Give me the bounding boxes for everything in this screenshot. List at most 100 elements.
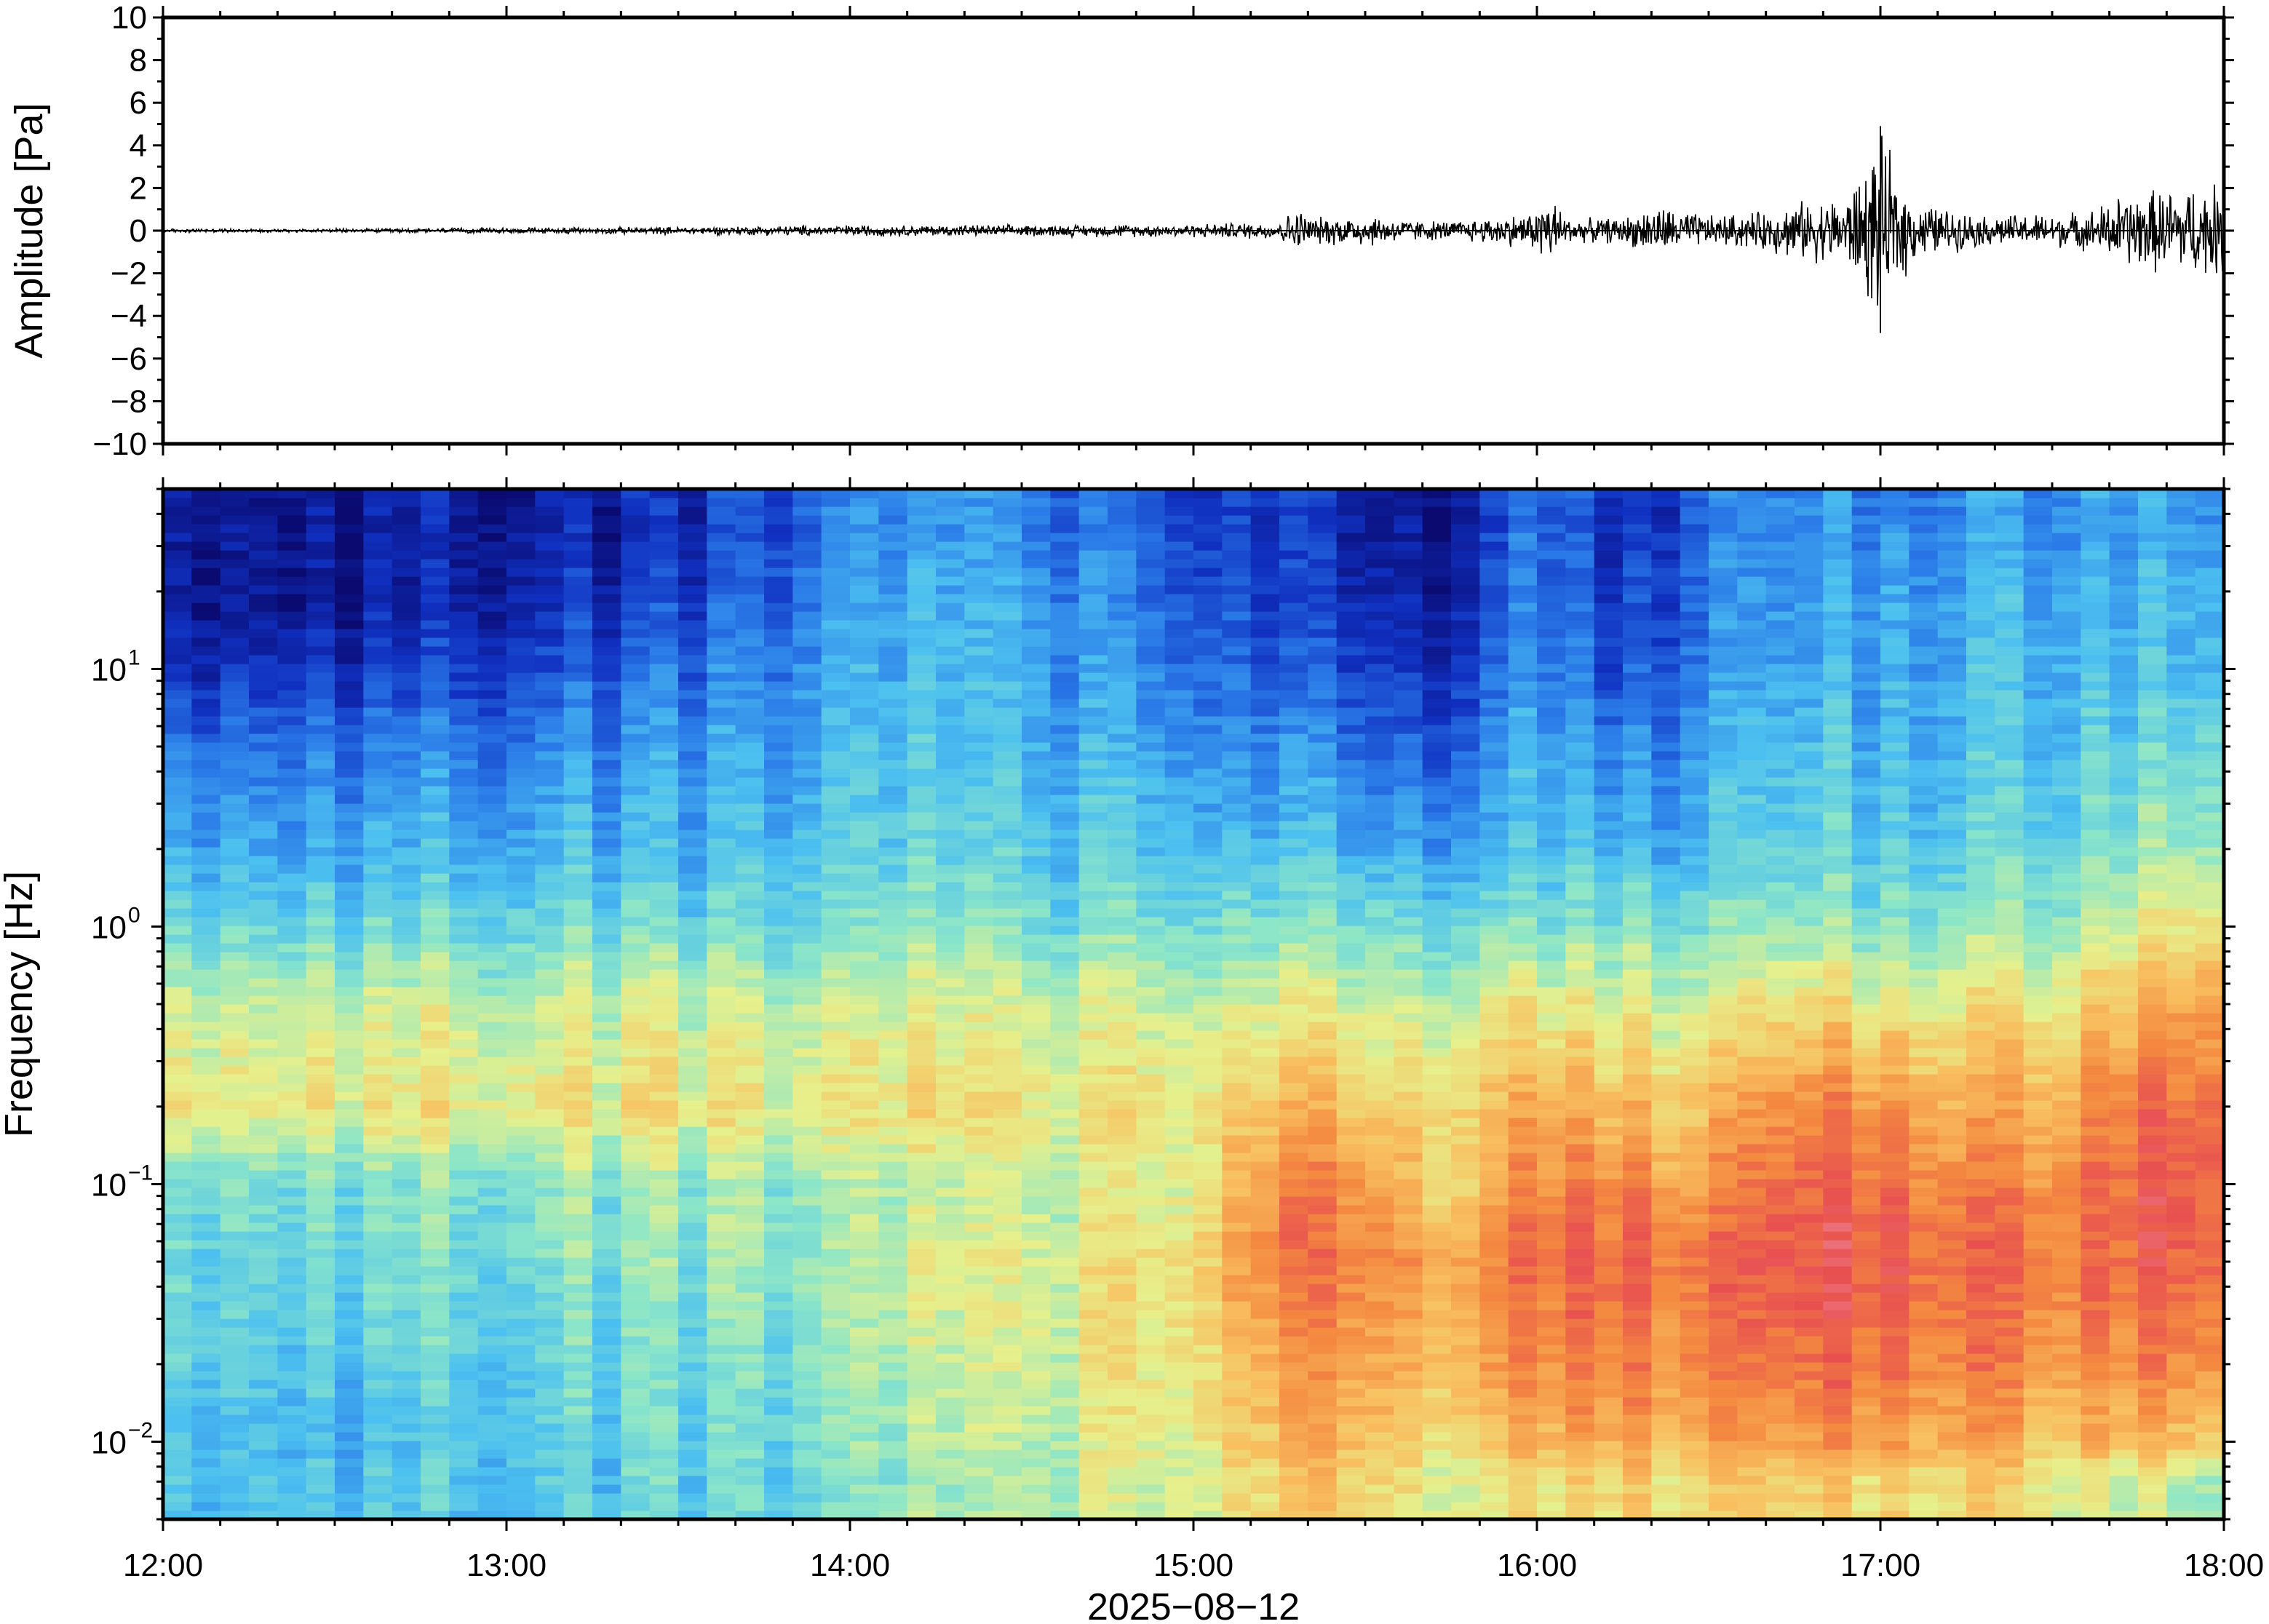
x-axis-date-label: 2025−08−12 [1087, 1586, 1300, 1624]
spectrogram-y-tick-label: 10 [91, 652, 127, 688]
spectrogram-column [1537, 489, 1566, 1519]
spectrogram-column [621, 489, 651, 1519]
x-tick-label: 15:00 [1153, 1548, 1233, 1583]
spectrogram-column [1365, 489, 1394, 1519]
spectrogram-column [649, 489, 679, 1519]
spectrogram-y-tick-exponent: −1 [128, 1161, 153, 1185]
spectrogram-column [1451, 489, 1480, 1519]
spectrogram-column [1995, 489, 2024, 1519]
spectrogram-column [993, 489, 1022, 1519]
spectrogram-column [1422, 489, 1452, 1519]
waveform-trace [163, 126, 2224, 333]
x-tick-label: 14:00 [810, 1548, 890, 1583]
waveform-y-tick-label: 6 [130, 85, 147, 121]
waveform-y-tick-label: 4 [130, 128, 147, 164]
spectrogram-column [764, 489, 793, 1519]
spectrogram-column [592, 489, 621, 1519]
waveform-y-ticks: 10 8 6 4 2 0 −2 −4 −6 −8 −10 [92, 0, 2234, 462]
spectrogram-column [1651, 489, 1681, 1519]
spectrogram-column [2081, 489, 2110, 1519]
waveform-y-tick-label: −2 [111, 256, 147, 292]
spectrogram-y-tick-label: 10 [91, 909, 127, 945]
spectrogram-column [792, 489, 822, 1519]
spectrogram-column [1394, 489, 1423, 1519]
time-x-ticks: 12:00 13:00 14:00 15:00 16:00 17:00 18:00 [123, 6, 2264, 1583]
x-tick-label: 12:00 [123, 1548, 203, 1583]
spectrogram-column [821, 489, 851, 1519]
spectrogram-y-tick-exponent: 1 [128, 645, 140, 669]
spectrogram-y-tick-exponent: 0 [128, 903, 140, 927]
spectrogram-column [1164, 489, 1194, 1519]
spectrogram-column [449, 489, 479, 1519]
spectrogram-y-tick-label: 10 [91, 1167, 127, 1203]
waveform-y-tick-label: 2 [130, 170, 147, 206]
waveform-y-tick-label: 8 [130, 43, 147, 79]
waveform-y-tick-label: 10 [111, 0, 147, 36]
spectrogram-column [1623, 489, 1652, 1519]
spectrogram-column [249, 489, 278, 1519]
spectrogram-column [1108, 489, 1137, 1519]
spectrogram-column [1709, 489, 1738, 1519]
spectrogram-column [850, 489, 879, 1519]
spectrogram-column [964, 489, 994, 1519]
spectrogram-column [2052, 489, 2081, 1519]
spectrogram-column [1823, 489, 1853, 1519]
spectrogram-column [1050, 489, 1080, 1519]
spectrogram-column [1136, 489, 1166, 1519]
spectrogram-column [1279, 489, 1308, 1519]
spectrogram-column [1479, 489, 1509, 1519]
spectrogram-column [1222, 489, 1252, 1519]
x-tick-label: 16:00 [1497, 1548, 1577, 1583]
spectrogram-column [306, 489, 335, 1519]
spectrogram-heatmap [163, 489, 2224, 1519]
spectrogram-column [1966, 489, 1995, 1519]
spectrogram-column [1880, 489, 1910, 1519]
spectrogram-column [1851, 489, 1881, 1519]
spectrogram-column [1336, 489, 1366, 1519]
spectrogram-column [1909, 489, 1939, 1519]
spectrogram-column [1594, 489, 1624, 1519]
spectrogram-column [1737, 489, 1767, 1519]
spectrogram-column [363, 489, 393, 1519]
waveform-y-tick-label: −8 [111, 383, 147, 419]
spectrogram-column [1508, 489, 1538, 1519]
spectrogram-y-tick-exponent: −2 [128, 1418, 153, 1442]
waveform-y-tick-label: −4 [111, 298, 147, 334]
waveform-y-tick-label: 0 [130, 213, 147, 249]
spectrogram-column [563, 489, 593, 1519]
spectrogram-column [678, 489, 707, 1519]
spectrogram-y-tick-label: 10 [91, 1425, 127, 1460]
spectrogram-column [707, 489, 736, 1519]
spectrogram-column [1937, 489, 1967, 1519]
spectrogram-column [2195, 489, 2224, 1519]
spectrogram-column [1193, 489, 1223, 1519]
x-tick-label: 17:00 [1840, 1548, 1920, 1583]
spectrogram-column [335, 489, 364, 1519]
spectrogram-column [735, 489, 765, 1519]
waveform-panel: 10 8 6 4 2 0 −2 −4 −6 −8 −10 Amplitude [Pa] [7, 0, 2234, 462]
spectrogram-column [1250, 489, 1280, 1519]
spectrogram-column [191, 489, 221, 1519]
x-tick-label: 13:00 [466, 1548, 547, 1583]
spectrogram-column [477, 489, 507, 1519]
spectrogram-column [421, 489, 450, 1519]
spectrogram-column [1078, 489, 1108, 1519]
spectrogram-column [220, 489, 250, 1519]
waveform-y-axis-title: Amplitude [Pa] [7, 103, 51, 358]
spectrogram-column [1022, 489, 1051, 1519]
spectrogram-column [163, 489, 192, 1519]
spectrogram-column [2023, 489, 2053, 1519]
spectrogram-column [277, 489, 307, 1519]
spectrogram-column [936, 489, 965, 1519]
spectrogram-column [2109, 489, 2139, 1519]
spectrogram-column [878, 489, 908, 1519]
spectrogram-column [1308, 489, 1338, 1519]
waveform-y-tick-label: −10 [92, 426, 147, 462]
x-tick-label: 18:00 [2184, 1548, 2264, 1583]
spectrogram-column [535, 489, 565, 1519]
spectrogram-column [2166, 489, 2196, 1519]
spectrogram-column [506, 489, 536, 1519]
spectrogram-column [1680, 489, 1709, 1519]
